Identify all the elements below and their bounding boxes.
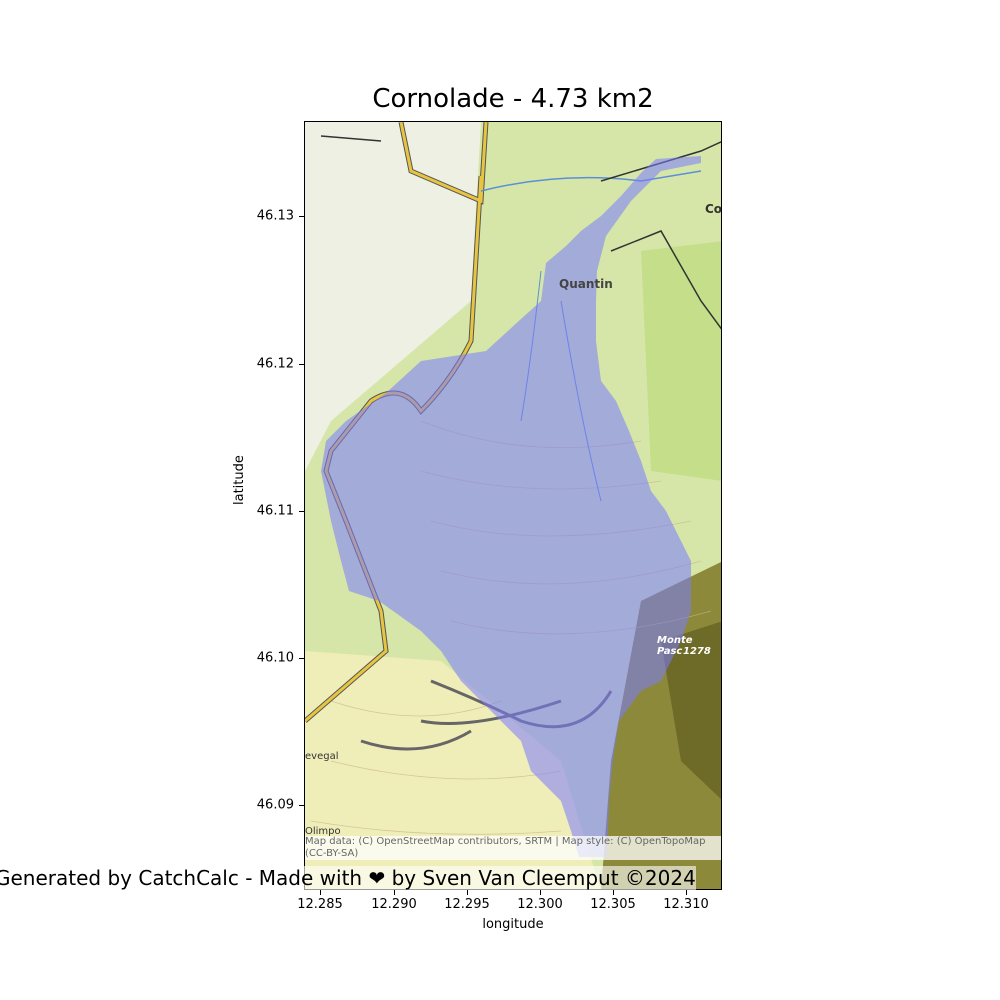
map-terrain-green xyxy=(641,241,721,481)
map-terrain-light xyxy=(305,122,481,471)
x-axis-label: longitude xyxy=(482,917,544,932)
map-label-revegal: evegal xyxy=(305,751,339,762)
x-tick-label: 12.290 xyxy=(371,897,417,912)
x-tick-mark xyxy=(320,890,321,895)
x-tick-mark xyxy=(394,890,395,895)
map-label-elevation: 1278 xyxy=(683,646,711,657)
map-terrain-ridge xyxy=(661,621,721,800)
x-tick-label: 12.295 xyxy=(444,897,490,912)
x-tick-label: 12.310 xyxy=(663,897,709,912)
y-tick-label: 46.09 xyxy=(256,797,294,813)
map-label-olimpo: Olimpo xyxy=(305,826,341,837)
x-tick-label: 12.300 xyxy=(517,897,563,912)
y-tick-mark xyxy=(299,364,304,365)
topo-map xyxy=(305,122,721,889)
x-tick-mark xyxy=(686,890,687,895)
map-label-co: Co xyxy=(705,202,722,216)
y-tick-mark xyxy=(299,216,304,217)
y-axis-label: latitude xyxy=(232,455,247,505)
y-tick-label: 46.13 xyxy=(256,208,294,224)
trails xyxy=(320,135,721,330)
credit-text: Generated by CatchCalc - Made with ❤ by … xyxy=(0,866,696,890)
y-tick-label: 46.10 xyxy=(256,650,294,666)
map-label-monte: Monte Pasc xyxy=(657,635,693,657)
x-tick-mark xyxy=(467,890,468,895)
map-attribution: Map data: (C) OpenStreetMap contributors… xyxy=(305,836,721,860)
y-tick-mark xyxy=(299,805,304,806)
x-tick-label: 12.305 xyxy=(590,897,636,912)
x-tick-mark xyxy=(540,890,541,895)
y-tick-mark xyxy=(299,511,304,512)
catchment-area xyxy=(321,156,701,857)
y-tick-label: 46.11 xyxy=(256,503,294,519)
y-tick-label: 46.12 xyxy=(256,356,294,372)
y-tick-mark xyxy=(299,658,304,659)
map-label-quantin: Quantin xyxy=(559,277,613,291)
x-tick-mark xyxy=(613,890,614,895)
x-tick-label: 12.285 xyxy=(297,897,343,912)
map-axes[interactable]: Quantin Co Monte Pasc 1278 evegal Olimpo xyxy=(304,121,722,890)
river xyxy=(480,170,702,192)
chart-title: Cornolade - 4.73 km2 xyxy=(372,84,654,114)
